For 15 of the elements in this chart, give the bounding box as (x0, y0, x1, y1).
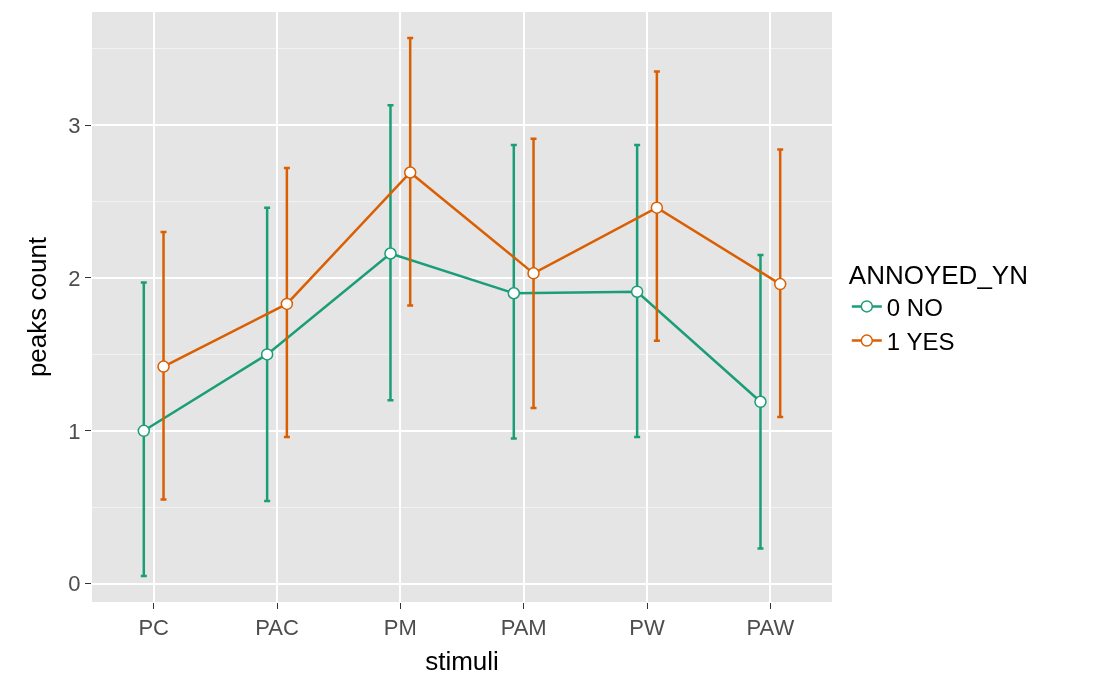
y-tick-label: 2 (68, 265, 81, 291)
y-tick-label: 3 (68, 112, 81, 138)
x-axis-title: stimuli (425, 646, 499, 677)
y-tick-label: 1 (68, 418, 81, 444)
x-tick-label: PAW (746, 615, 795, 641)
legend-title: ANNOYED_YN (848, 260, 1028, 291)
x-tick-label: PC (138, 615, 170, 641)
x-tick-label: PAM (500, 615, 547, 641)
legend-label: 1 YES (886, 327, 955, 355)
x-tick-label: PAC (255, 615, 299, 641)
y-axis-title: peaks count (21, 236, 52, 378)
x-tick-label: PM (383, 615, 417, 641)
x-tick-label: PW (629, 615, 665, 641)
legend-label: 0 NO (886, 293, 943, 321)
y-tick-label: 0 (68, 571, 81, 597)
